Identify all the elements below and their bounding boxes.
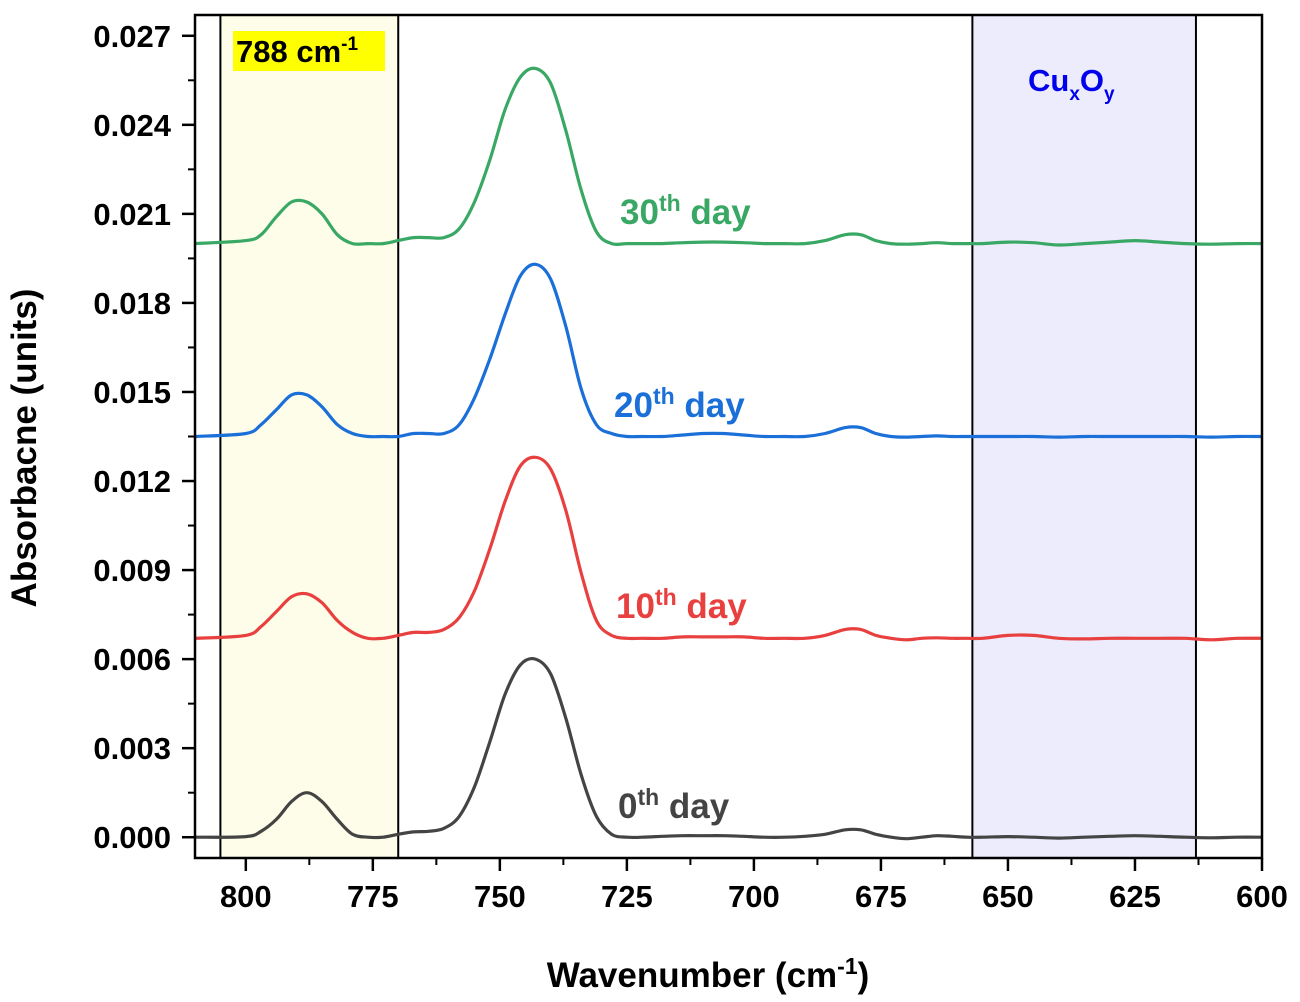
- region-label-788-sup: -1: [341, 34, 358, 55]
- x-tick-label: 775: [347, 879, 399, 914]
- x-tick-label: 750: [474, 879, 526, 914]
- series-label-number: 0: [618, 787, 637, 826]
- series-label-sup: th: [659, 190, 681, 216]
- x-tick-label: 800: [220, 879, 272, 914]
- series-label-number: 20: [614, 386, 653, 425]
- series-label-day: day: [677, 587, 748, 626]
- x-tick-label: 625: [1109, 879, 1161, 914]
- series-label-sup: th: [655, 584, 677, 610]
- series-label-sup: th: [637, 784, 659, 810]
- y-tick-label: 0.027: [93, 19, 171, 54]
- series-label-day: day: [681, 193, 752, 232]
- region-label-cuxoy: CuxOy: [1028, 63, 1115, 105]
- series-lines: [194, 66, 1263, 841]
- y-tick-label: 0.015: [93, 375, 171, 410]
- axis-ticks: 800 775 750 725 700 675 650 625 600 0.000 0.003 0.0…: [93, 19, 1287, 914]
- x-tick-label: 700: [728, 879, 780, 914]
- region-label-bg: [233, 31, 385, 71]
- x-axis-title-sup: -1: [837, 953, 858, 979]
- series-label-day: day: [659, 787, 730, 826]
- series-label-number: 30: [620, 193, 659, 232]
- x-axis-title-end: ): [858, 956, 870, 995]
- x-tick-label: 675: [855, 879, 907, 914]
- region-label-788-main: 788 cm: [236, 34, 341, 69]
- y-tick-label: 0.009: [93, 553, 171, 588]
- series-label-number: 10: [616, 587, 655, 626]
- series-label-sup: th: [653, 383, 675, 409]
- y-tick-label: 0.024: [93, 108, 171, 143]
- y-tick-label: 0.021: [93, 197, 171, 232]
- series-line-0th-day: [194, 656, 1263, 841]
- series-label-20th-day: 20th day: [614, 383, 745, 425]
- region-label-cuxoy-cu: Cu: [1028, 63, 1069, 98]
- series-line-10th-day: [194, 455, 1263, 642]
- series-line-20th-day: [194, 262, 1263, 439]
- x-axis-title-main: Wavenumber (cm: [547, 956, 837, 995]
- x-axis-title: Wavenumber (cm-1): [547, 953, 870, 995]
- x-tick-label: 725: [601, 879, 653, 914]
- region-label-cuxoy-sub-y: y: [1104, 84, 1115, 105]
- series-line-30th-day: [194, 66, 1263, 247]
- series-label-10th-day: 10th day: [616, 584, 747, 626]
- y-tick-label: 0.018: [93, 286, 171, 321]
- y-axis-title: Absorbacne (units): [5, 289, 44, 608]
- x-tick-label: 650: [982, 879, 1034, 914]
- region-label-cuxoy-o: O: [1080, 63, 1104, 98]
- y-tick-label: 0.012: [93, 464, 171, 499]
- x-tick-label: 600: [1236, 879, 1288, 914]
- y-tick-label: 0.006: [93, 642, 171, 677]
- series-label-day: day: [675, 386, 746, 425]
- region-label-cuxoy-sub-x: x: [1069, 84, 1080, 105]
- series-label-30th-day: 30th day: [620, 190, 751, 232]
- y-tick-label: 0.000: [93, 820, 171, 855]
- region-label-788: 788 cm-1: [236, 34, 358, 69]
- series-label-0th-day: 0th day: [618, 784, 730, 826]
- y-tick-label: 0.003: [93, 731, 171, 766]
